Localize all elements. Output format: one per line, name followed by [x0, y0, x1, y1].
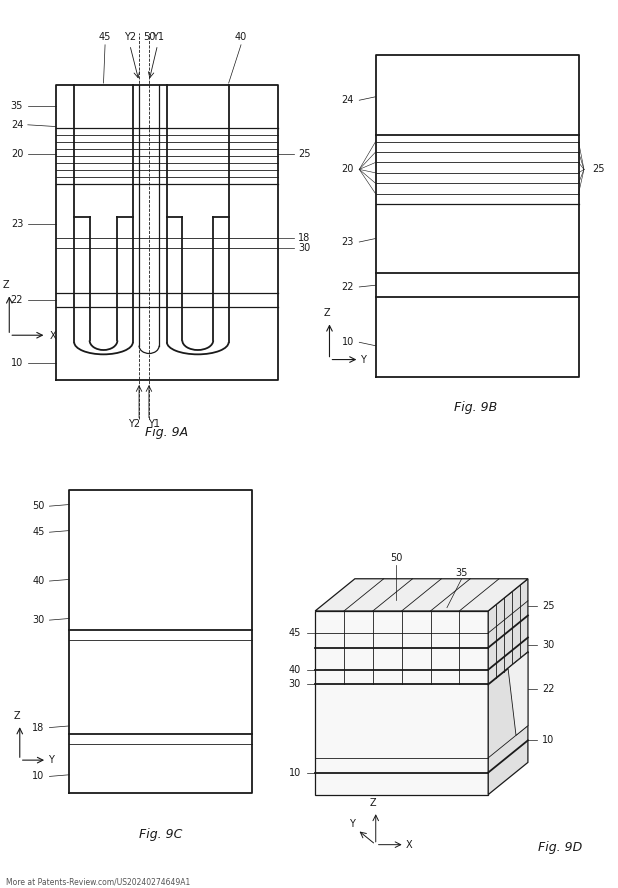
- Text: Y1: Y1: [151, 32, 164, 42]
- Text: 18: 18: [32, 723, 44, 733]
- Text: 24: 24: [11, 120, 23, 130]
- Text: 50: 50: [143, 32, 155, 42]
- Text: 25: 25: [298, 149, 311, 159]
- Text: 24: 24: [342, 95, 354, 106]
- Text: Y: Y: [48, 756, 54, 765]
- Text: Y2: Y2: [124, 32, 136, 42]
- Polygon shape: [488, 579, 528, 795]
- Text: 22: 22: [341, 282, 354, 292]
- Text: 30: 30: [298, 243, 310, 253]
- Text: 10: 10: [32, 772, 44, 781]
- Text: X: X: [49, 330, 56, 341]
- Text: 10: 10: [342, 337, 354, 347]
- Text: 30: 30: [543, 640, 554, 650]
- Text: Z: Z: [323, 308, 330, 318]
- Text: 30: 30: [32, 615, 44, 625]
- Text: 35: 35: [11, 100, 23, 111]
- Text: 10: 10: [11, 358, 23, 368]
- Text: 50: 50: [390, 553, 402, 563]
- Text: 45: 45: [289, 628, 301, 638]
- Text: 25: 25: [543, 601, 555, 611]
- Text: Z: Z: [370, 798, 376, 808]
- Text: Fig. 9B: Fig. 9B: [454, 401, 497, 415]
- Text: 18: 18: [298, 233, 310, 242]
- Text: 10: 10: [543, 735, 554, 745]
- Text: Z: Z: [14, 711, 20, 721]
- Text: 50: 50: [32, 501, 44, 511]
- Text: Z: Z: [3, 281, 9, 290]
- Text: 25: 25: [592, 164, 604, 174]
- Text: 10: 10: [289, 767, 301, 778]
- Text: 35: 35: [455, 568, 468, 578]
- Polygon shape: [315, 611, 488, 795]
- Text: 22: 22: [11, 296, 23, 305]
- Text: Fig. 9D: Fig. 9D: [538, 841, 582, 854]
- Text: 45: 45: [32, 527, 44, 537]
- Text: Y2: Y2: [129, 419, 140, 430]
- Text: 45: 45: [99, 32, 111, 42]
- Polygon shape: [315, 579, 528, 611]
- Text: 40: 40: [289, 665, 301, 675]
- Text: More at Patents-Review.com/US20240274649A1: More at Patents-Review.com/US20240274649…: [6, 877, 190, 886]
- Text: 23: 23: [11, 219, 23, 229]
- Text: 23: 23: [342, 237, 354, 247]
- Text: Fig. 9C: Fig. 9C: [139, 829, 182, 841]
- Text: 22: 22: [543, 684, 555, 694]
- Polygon shape: [508, 652, 528, 735]
- Text: 30: 30: [289, 679, 301, 689]
- Text: 20: 20: [11, 149, 23, 159]
- Text: Y: Y: [360, 355, 366, 365]
- Text: Y: Y: [349, 820, 355, 829]
- Text: 40: 40: [32, 576, 44, 586]
- Text: Y1: Y1: [148, 419, 159, 430]
- Text: Fig. 9A: Fig. 9A: [145, 426, 188, 439]
- Text: X: X: [405, 840, 412, 850]
- Text: 40: 40: [235, 32, 247, 42]
- Text: 20: 20: [342, 164, 354, 174]
